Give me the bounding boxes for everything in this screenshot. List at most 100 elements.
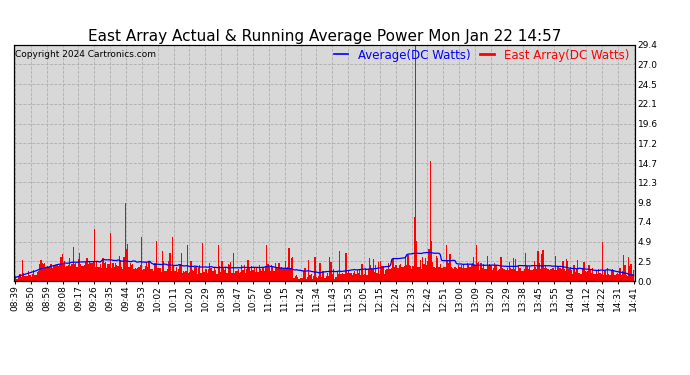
- Bar: [317, 278, 318, 281]
- Bar: [589, 270, 591, 281]
- Bar: [394, 267, 395, 281]
- Bar: [451, 267, 452, 281]
- Bar: [81, 266, 83, 281]
- Bar: [235, 271, 236, 281]
- Bar: [368, 269, 369, 281]
- Bar: [183, 271, 184, 281]
- Bar: [228, 264, 229, 281]
- Bar: [208, 269, 209, 281]
- Bar: [214, 267, 215, 281]
- Bar: [583, 262, 584, 281]
- Bar: [29, 274, 30, 281]
- Bar: [136, 269, 137, 281]
- Bar: [327, 273, 328, 281]
- Bar: [273, 271, 275, 281]
- Bar: [510, 268, 511, 281]
- Bar: [277, 268, 279, 281]
- Bar: [551, 269, 553, 281]
- Bar: [61, 254, 63, 281]
- Bar: [212, 271, 213, 281]
- Bar: [424, 264, 425, 281]
- Bar: [474, 265, 475, 281]
- Bar: [582, 268, 583, 281]
- Bar: [124, 257, 125, 281]
- Bar: [244, 265, 245, 281]
- Bar: [346, 273, 348, 281]
- Bar: [374, 272, 375, 281]
- Bar: [177, 272, 178, 281]
- Bar: [237, 269, 239, 281]
- Bar: [275, 263, 276, 281]
- Bar: [150, 269, 151, 281]
- Bar: [483, 264, 484, 281]
- Bar: [432, 262, 433, 281]
- Bar: [375, 265, 376, 281]
- Bar: [262, 268, 264, 281]
- Bar: [352, 275, 353, 281]
- Bar: [193, 271, 194, 281]
- Bar: [137, 268, 139, 281]
- Bar: [121, 267, 122, 281]
- Bar: [488, 266, 489, 281]
- Bar: [531, 270, 533, 281]
- Bar: [99, 267, 100, 281]
- Bar: [195, 267, 197, 281]
- Bar: [151, 270, 152, 281]
- Bar: [152, 269, 153, 281]
- Bar: [428, 249, 430, 281]
- Bar: [271, 265, 273, 281]
- Bar: [519, 268, 520, 281]
- Bar: [28, 272, 29, 281]
- Bar: [587, 271, 589, 281]
- Bar: [284, 268, 285, 281]
- Bar: [567, 261, 569, 281]
- Bar: [35, 275, 37, 281]
- Bar: [133, 269, 135, 281]
- Bar: [604, 270, 606, 281]
- Bar: [536, 269, 538, 281]
- Bar: [617, 273, 618, 281]
- Bar: [38, 272, 39, 281]
- Bar: [513, 258, 514, 281]
- Bar: [96, 261, 97, 281]
- Bar: [264, 271, 265, 281]
- Bar: [611, 270, 612, 281]
- Bar: [308, 260, 309, 281]
- Bar: [426, 265, 427, 281]
- Bar: [68, 265, 69, 281]
- Text: Copyright 2024 Cartronics.com: Copyright 2024 Cartronics.com: [15, 50, 156, 59]
- Bar: [188, 273, 189, 281]
- Bar: [631, 264, 632, 281]
- Bar: [500, 257, 502, 281]
- Bar: [142, 270, 144, 281]
- Bar: [125, 202, 126, 281]
- Bar: [623, 255, 624, 281]
- Bar: [306, 279, 307, 281]
- Bar: [595, 270, 597, 281]
- Bar: [620, 275, 622, 281]
- Bar: [608, 274, 609, 281]
- Bar: [380, 261, 382, 281]
- Bar: [591, 273, 592, 281]
- Bar: [461, 265, 462, 281]
- Bar: [108, 264, 110, 281]
- Bar: [399, 265, 400, 281]
- Bar: [541, 254, 542, 281]
- Bar: [240, 272, 241, 281]
- Bar: [304, 268, 306, 281]
- Bar: [471, 266, 472, 281]
- Bar: [287, 267, 288, 281]
- Bar: [467, 262, 468, 281]
- Bar: [514, 269, 515, 281]
- Bar: [410, 266, 411, 281]
- Bar: [231, 273, 233, 281]
- Bar: [473, 258, 474, 281]
- Bar: [46, 267, 47, 281]
- Bar: [88, 264, 89, 281]
- Bar: [224, 270, 225, 281]
- Bar: [48, 267, 49, 281]
- Bar: [184, 272, 186, 281]
- Bar: [223, 267, 224, 281]
- Bar: [257, 272, 259, 281]
- Bar: [564, 269, 565, 281]
